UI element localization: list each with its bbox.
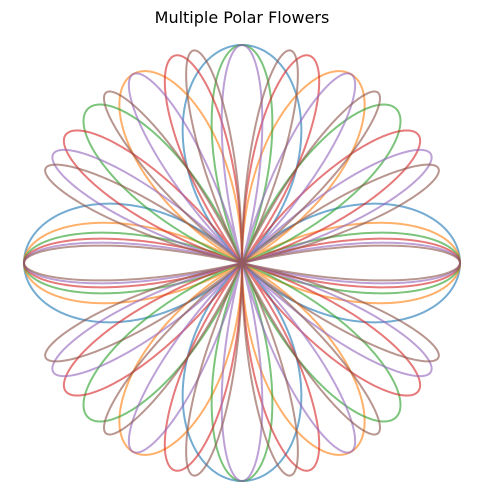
series-group bbox=[23, 44, 461, 482]
chart-title: Multiple Polar Flowers bbox=[154, 8, 330, 27]
flower-series-k7 bbox=[23, 49, 461, 477]
